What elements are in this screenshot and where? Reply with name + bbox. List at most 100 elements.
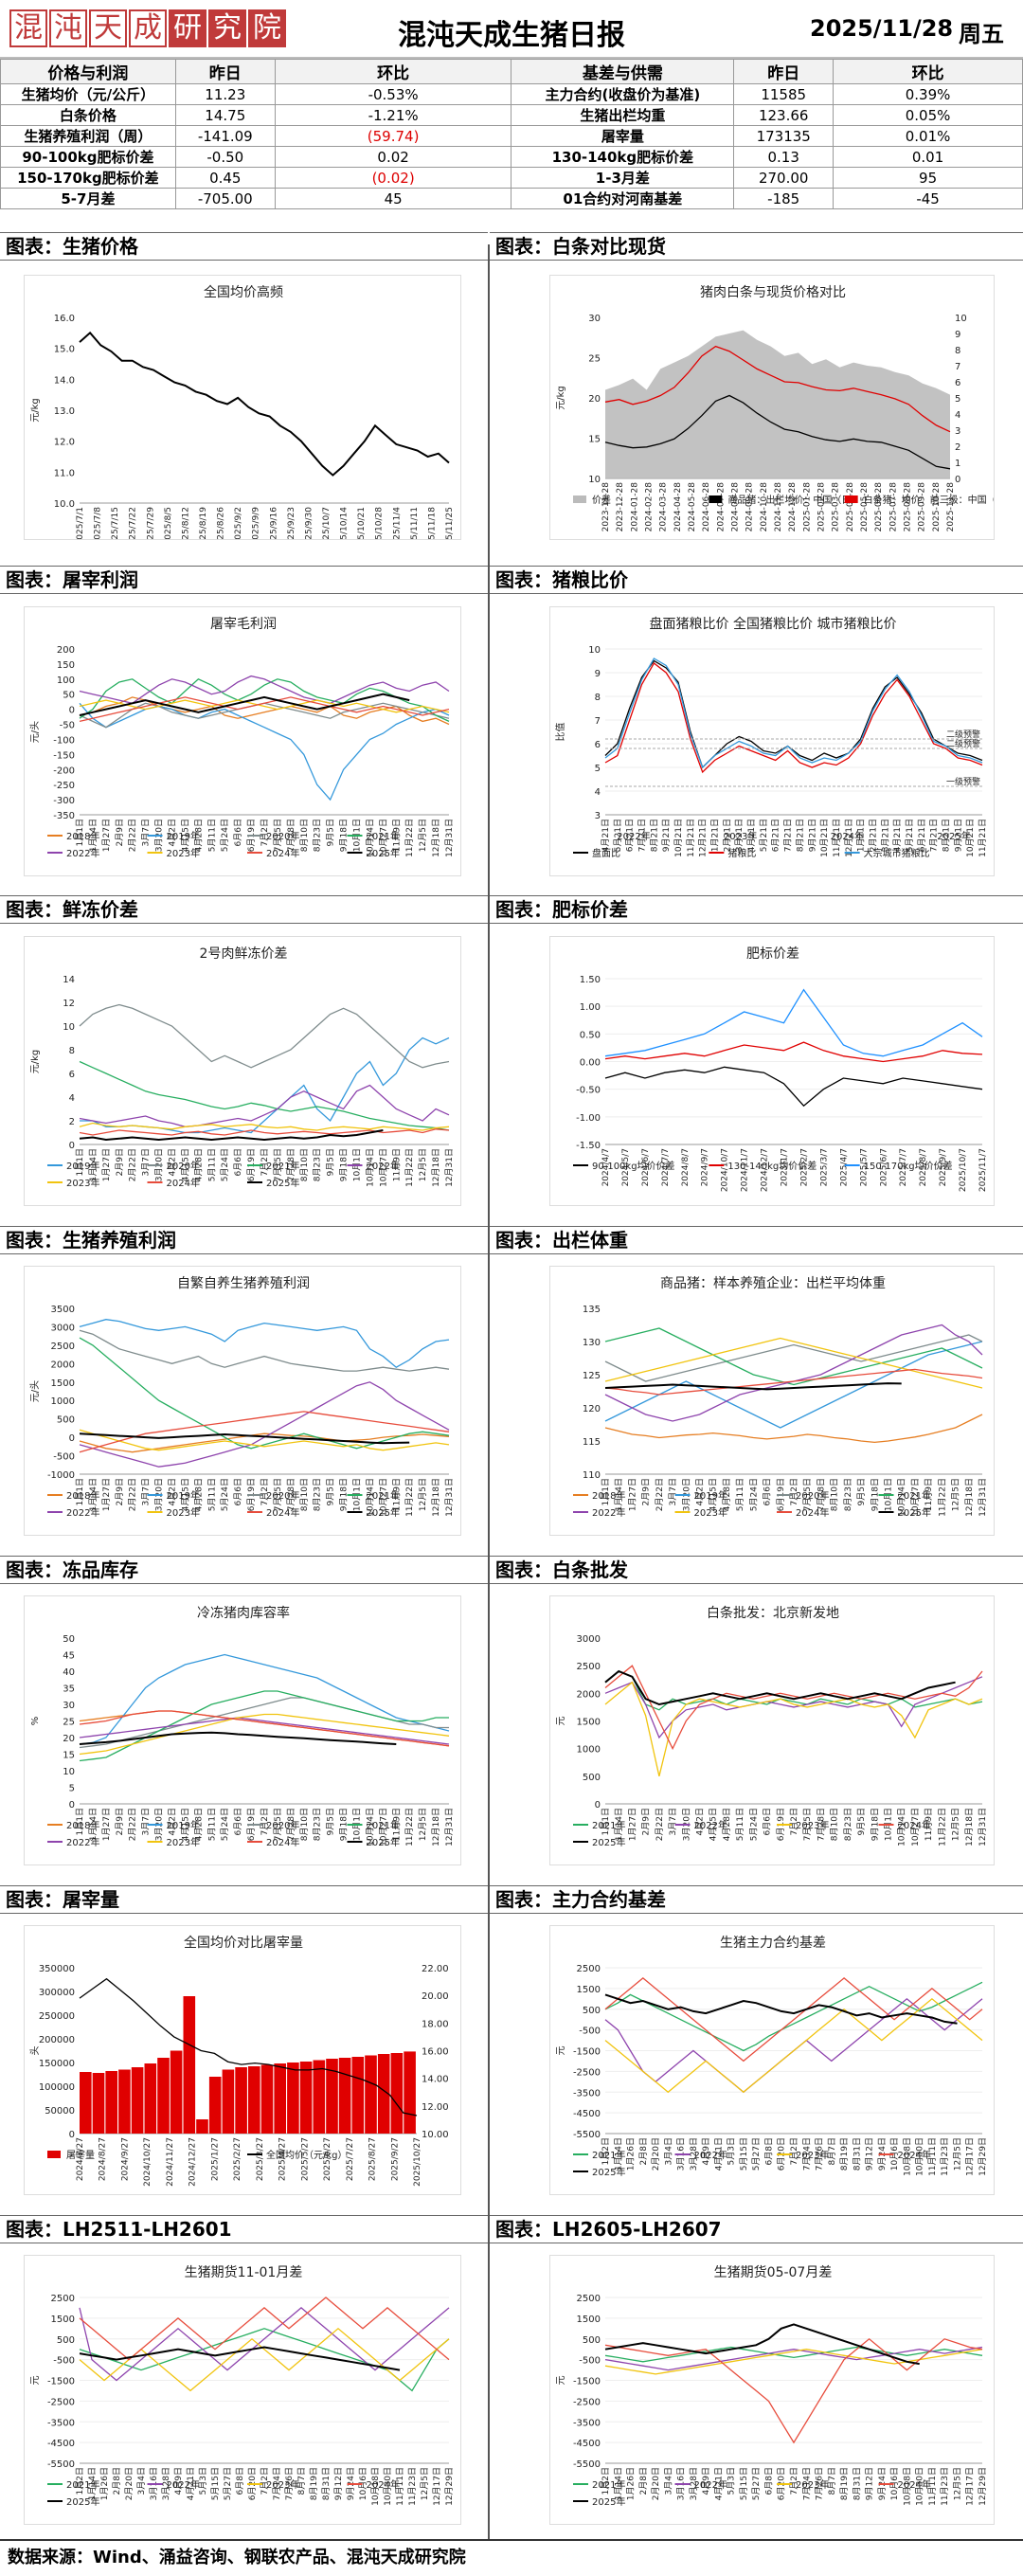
legend-label: 2022年 xyxy=(694,1819,727,1831)
legend-label: 2021年 xyxy=(898,1489,931,1502)
x-tick-label: 10月14日 xyxy=(365,819,375,857)
y-tick-label: 5 xyxy=(69,1784,75,1794)
series-line xyxy=(604,2346,983,2371)
y-tick-label: 500 xyxy=(583,2335,601,2346)
x-tick-label: 9月18日 xyxy=(870,1478,880,1511)
x-tick-label: 9月18日 xyxy=(339,1808,350,1841)
x-tick-label: 12月31日 xyxy=(444,1478,455,1517)
x-tick-label: 2025/2/7 xyxy=(799,1148,809,1186)
legend-label: 2021年 xyxy=(66,2478,99,2491)
x-tick-label: 12月18日 xyxy=(964,1478,975,1517)
y-tick-label: 3000 xyxy=(577,1634,601,1645)
x-tick-label: 9月18日 xyxy=(339,1148,350,1181)
x-tick-label: 2025/8/5 xyxy=(164,507,173,540)
series-line xyxy=(604,1382,902,1391)
x-tick-label: 9月18日 xyxy=(870,1808,880,1841)
table-cell: 11.23 xyxy=(174,83,276,105)
x-tick-label: 10月27日 xyxy=(378,1808,388,1846)
x-tick-label: 11月21日 xyxy=(978,819,988,857)
x-tick-label: 5月15日 xyxy=(739,2467,749,2500)
x-tick-label: 2024-11-28 xyxy=(774,482,783,532)
x-tick-label: 2025/9/7 xyxy=(939,1148,948,1186)
x-tick-label: 1月21日 xyxy=(856,819,867,852)
x-tick-label: 2024-08-28 xyxy=(731,482,741,532)
x-tick-label: 12月18日 xyxy=(431,1478,441,1517)
chart-title: 全国均价高频 xyxy=(204,284,283,300)
y-tick-label: 7 xyxy=(595,716,601,727)
y-tick-label: 500 xyxy=(583,2006,601,2016)
table-cell: 0.02 xyxy=(274,146,512,168)
x-tick-label: 12月18日 xyxy=(431,819,441,857)
legend-label: 2025年 xyxy=(266,1177,299,1189)
x-tick-label: 2月20日 xyxy=(651,2137,661,2171)
y-tick-label: 15 xyxy=(588,435,601,445)
legend-label: 2020年 xyxy=(167,1160,200,1172)
x-tick-label: 2025/4/27 xyxy=(278,2137,288,2181)
y2-tick-label: 7 xyxy=(955,362,960,372)
chart-panel-slaughter-profit: 屠宰毛利润 元/头 200 150 100 50 0 -50 -100 -150 -200 -250 -… xyxy=(24,606,461,876)
x-tick-label: 2月21日 xyxy=(868,819,878,852)
series-line xyxy=(79,678,450,722)
x-tick-label: 2025/9/23 xyxy=(287,507,296,540)
x-tick-label: 7月28日 xyxy=(816,1808,826,1841)
fat-standard-spread-chart: 肥标价差1.501.000.500.00-0.50-1.00-1.502024/… xyxy=(573,946,988,1192)
series-line xyxy=(604,2337,983,2444)
x-tick-label: 7月21日 xyxy=(783,819,794,852)
table-row: 白条价格 14.75 -1.21% 生猪出栏均重 123.66 0.05% xyxy=(0,104,1023,126)
chart-panel-hog-grain-ratio: 盘面猪粮比价 全国猪粮比价 城市猪粮比价 比值 10 9 8 7 6 5 4 3 4月21日 5月21… xyxy=(549,606,995,876)
y-tick-label: 2500 xyxy=(577,1964,601,1974)
table-cell: 生猪出栏均重 xyxy=(511,104,735,126)
x-tick-label: 4月2日 xyxy=(168,1808,178,1835)
legend-label: 全国均价（元/kg） xyxy=(266,2149,348,2161)
y-axis-label: 元/kg xyxy=(30,1050,41,1074)
x-tick-label: 2月9日 xyxy=(115,1808,125,1835)
y-tick-label: 12 xyxy=(63,999,75,1009)
x-tick-label: 10月27日 xyxy=(910,1808,921,1846)
x-tick-label: 2023-12-28 xyxy=(616,482,625,532)
series-line xyxy=(79,1432,450,1453)
y2-tick-label: 8 xyxy=(955,346,960,356)
chart-panel-hog-price: 全国均价高频 元/kg 16.0 15.0 14.0 13.0 12.0 11.0 10.0 20… xyxy=(24,275,461,540)
x-tick-label: 1月1日 xyxy=(75,1148,85,1176)
section-header-frozen-inventory: 图表：冻品库存 xyxy=(0,1556,488,1584)
x-tick-label: 10月14日 xyxy=(897,1808,907,1846)
x-tick-label: 2024/7/27 xyxy=(76,2137,85,2181)
table-cell: -0.50 xyxy=(174,146,276,168)
x-tick-label: 5月24日 xyxy=(748,1478,759,1511)
x-tick-label: 5月15日 xyxy=(739,2137,749,2171)
legend-label: 2023年 xyxy=(796,2149,829,2161)
chart-panel-fat-standard: 肥标价差 1.50 1.00 0.50 0.00 -0.50 -1.00 -1.50 2024/… xyxy=(549,936,995,1206)
x-tick-label: 12月5日 xyxy=(952,2467,962,2500)
legend-label: 商品猪：出栏均价：中国（日） xyxy=(727,494,860,506)
x-tick-label: 4月28日 xyxy=(722,1808,732,1841)
x-tick-label: 2025/2/27 xyxy=(233,2137,242,2181)
y-tick-label: 115 xyxy=(583,1437,601,1448)
x-tick-label: 10月14日 xyxy=(365,1148,375,1187)
y-tick-label: -1500 xyxy=(47,2377,75,2387)
y-tick-label: 25 xyxy=(63,1718,75,1728)
x-tick-label: 9月5日 xyxy=(856,1808,867,1835)
x-tick-label: 8月10日 xyxy=(299,1808,310,1841)
x-tick-label: 12月5日 xyxy=(418,1148,428,1181)
x-tick-label: 1月1日 xyxy=(75,1478,85,1505)
y-tick-label: 10 xyxy=(588,475,601,485)
x-tick-label: 2月9日 xyxy=(115,1478,125,1505)
x-tick-label: 11月22日 xyxy=(404,819,415,857)
x-tick-label: 9月12日 xyxy=(865,2467,875,2500)
x-tick-label: 1月2日 xyxy=(601,2137,611,2165)
x-tick-label: 8月23日 xyxy=(313,819,323,852)
y-tick-label: 30 xyxy=(63,1701,75,1711)
legend-label: 2021年 xyxy=(592,1819,625,1831)
x-tick-label: 2025/10/7 xyxy=(959,1148,968,1192)
series-line xyxy=(604,2323,920,2366)
x-tick-label: 6月8日 xyxy=(763,2467,774,2495)
y-tick-label: 6 xyxy=(595,740,601,750)
y-tick-label: -2500 xyxy=(47,2397,75,2407)
x-tick-label: 11月22日 xyxy=(404,1808,415,1846)
series-line xyxy=(604,1977,983,2063)
x-tick-label: 2025/11/18 xyxy=(427,507,437,540)
y-tick-label: 150000 xyxy=(39,2059,75,2069)
x-tick-label: 1月21日 xyxy=(710,819,721,852)
y-tick-label: 500 xyxy=(583,1773,601,1783)
